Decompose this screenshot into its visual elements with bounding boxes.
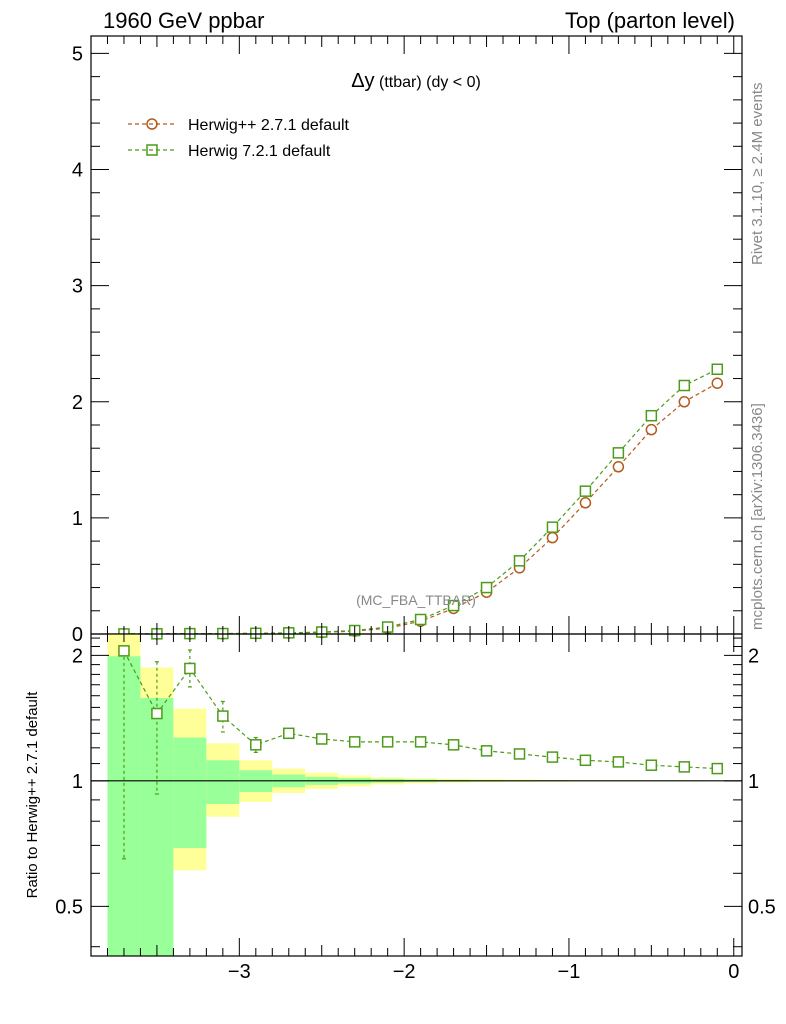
ratio-point-square: [414, 736, 427, 748]
data-point-circle: [645, 423, 658, 436]
data-point-square: [447, 599, 460, 612]
data-point-square: [546, 521, 559, 533]
main-axis-ticks: [90, 36, 742, 635]
ratio-point-square: [612, 756, 625, 768]
data-point-circle: [612, 461, 625, 473]
ratio-point-square: [711, 762, 724, 775]
main-y-tick-label: 4: [72, 160, 83, 182]
ratio-y-tick-label-right: 1: [748, 771, 759, 793]
ratio-point-square: [217, 710, 229, 722]
ratio-point-square: [513, 748, 526, 760]
legend: Herwig++ 2.7.1 default Herwig 7.2.1 defa…: [128, 117, 350, 160]
data-point-square: [612, 447, 625, 459]
plot-title-main: Δy: [351, 70, 374, 92]
ratio-point-square: [118, 645, 130, 657]
main-plot-panel: 0 1 2 3 4 5 Δy (ttbar) (dy < 0) (MC_FBA_TTBAR…: [72, 35, 743, 646]
x-tick-label: −2: [393, 961, 416, 983]
x-tick-label: −3: [228, 961, 251, 983]
legend-entry-herwigpp: Herwig++ 2.7.1 default: [128, 117, 350, 134]
main-y-tick-label: 2: [72, 392, 83, 414]
mcplots-reference-label: mcplots.cern.ch [arXiv:1306.3436]: [749, 403, 766, 630]
ratio-point-square: [315, 733, 328, 745]
data-point-circle: [678, 396, 691, 408]
ratio-point-square: [250, 739, 262, 751]
main-y-tick-labels: 0 1 2 3 4 5: [72, 43, 83, 646]
header-right-title: Top (parton level): [565, 8, 735, 33]
header-left-title: 1960 GeV ppbar: [103, 8, 264, 33]
ratio-y-tick-label-left: 1: [72, 771, 83, 793]
ratio-point-square: [480, 745, 493, 757]
data-point-square: [645, 409, 658, 422]
data-point-square: [480, 581, 493, 594]
main-y-tick-label: 1: [72, 508, 83, 530]
main-y-tick-label: 0: [72, 624, 83, 646]
x-tick-label: −1: [558, 961, 581, 983]
data-point-square: [513, 555, 526, 567]
ratio-y-axis-label: Ratio to Herwig++ 2.7.1 default: [24, 691, 41, 899]
analysis-watermark: (MC_FBA_TTBAR): [356, 592, 476, 608]
legend-square-marker: [146, 144, 158, 156]
plot-title: Δy (ttbar) (dy < 0): [351, 70, 481, 92]
data-point-square: [579, 485, 592, 497]
ratio-point-square: [283, 727, 295, 740]
ratio-y-tick-label-left: 0.5: [55, 896, 83, 918]
data-point-square: [414, 613, 427, 626]
green-band-bin: [173, 737, 207, 848]
ratio-point-square: [546, 751, 559, 763]
ratio-point-square: [348, 736, 361, 748]
data-point-circle: [711, 377, 724, 389]
ratio-point-square: [579, 754, 592, 767]
green-band-bin: [206, 760, 240, 804]
ratio-plot-panel: 0.5 0.5 1 1 2 2 −3 −2 −1 0 Ratio to Herwig++ 2.7…: [24, 633, 776, 983]
plot-title-sub: (ttbar) (dy < 0): [375, 74, 481, 91]
main-y-tick-label: 5: [72, 43, 83, 65]
legend-entry-herwig7: Herwig 7.2.1 default: [128, 143, 331, 160]
ratio-y-tick-label-right: 0.5: [748, 896, 776, 918]
legend-label-herwigpp: Herwig++ 2.7.1 default: [188, 117, 350, 134]
ratio-uncertainty-bands: [107, 634, 734, 956]
ratio-point-square: [184, 662, 196, 675]
data-point-circle: [546, 531, 559, 544]
x-tick-label: 0: [728, 961, 739, 983]
ratio-point-square: [678, 761, 691, 773]
data-point-square: [711, 363, 724, 376]
rivet-version-label: Rivet 3.1.10, ≥ 2.4M events: [749, 83, 766, 266]
data-point-square: [678, 379, 691, 392]
ratio-y-tick-label-left: 2: [72, 645, 83, 667]
ratio-point-square: [645, 759, 658, 771]
ratio-point-square: [151, 707, 163, 720]
ratio-plot-frame: [90, 633, 743, 957]
x-tick-labels: −3 −2 −1 0: [228, 961, 739, 983]
main-y-tick-label: 3: [72, 276, 83, 298]
legend-circle-marker: [146, 118, 158, 130]
ratio-y-tick-label-right: 2: [748, 645, 759, 667]
legend-label-herwig7: Herwig 7.2.1 default: [188, 143, 331, 160]
data-point-circle: [579, 497, 592, 509]
ratio-axis-ticks: [90, 634, 742, 956]
ratio-point-square: [447, 739, 460, 751]
ratio-point-square: [381, 736, 394, 748]
ratio-y-tick-labels: 0.5 0.5 1 1 2 2: [55, 645, 776, 918]
